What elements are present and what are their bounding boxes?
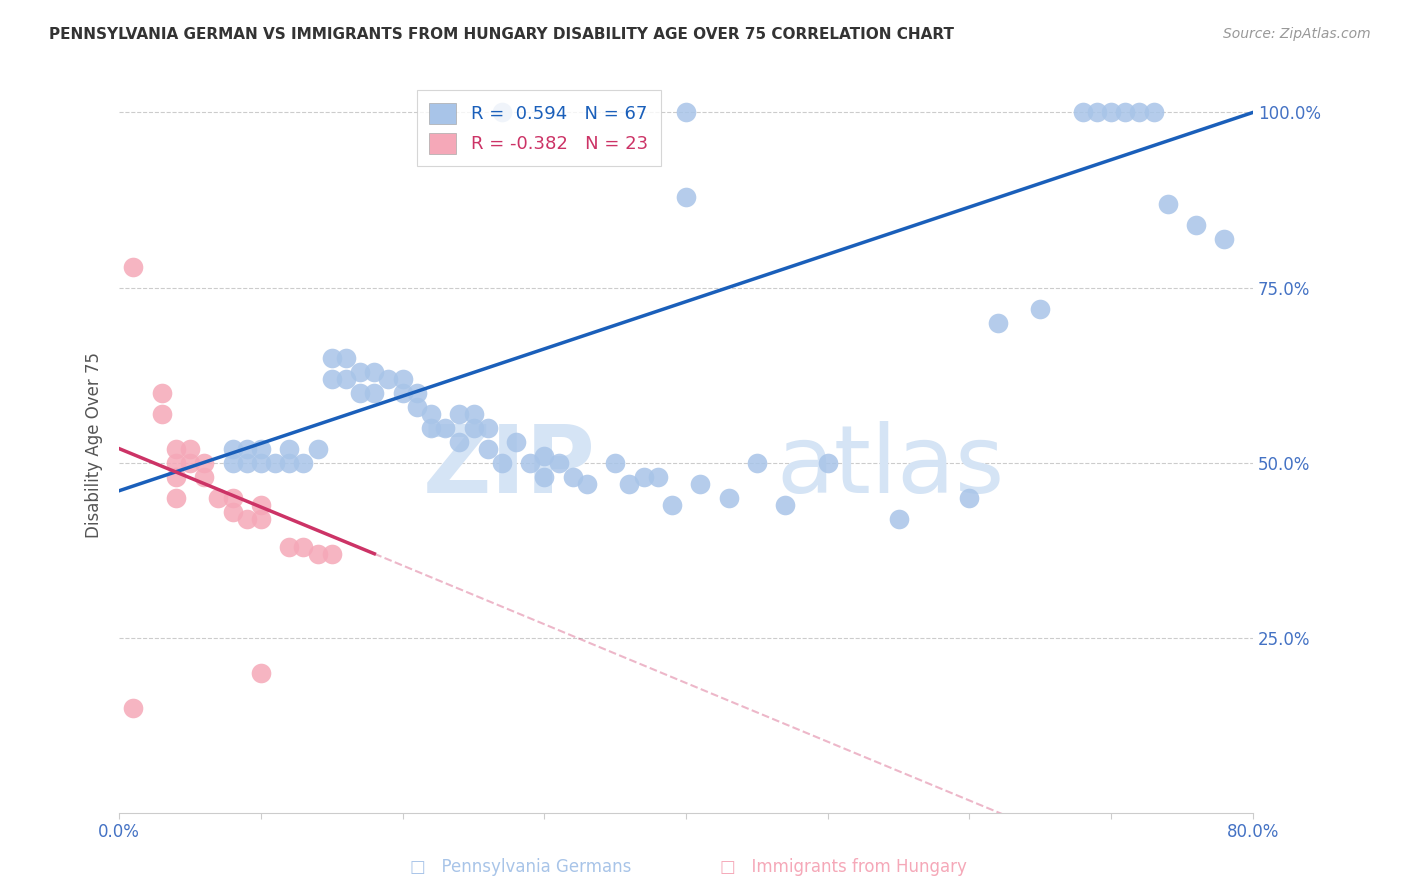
- Point: [717, 491, 740, 505]
- Point: [1157, 196, 1180, 211]
- Point: [221, 442, 243, 456]
- Point: [236, 512, 259, 526]
- Text: PENNSYLVANIA GERMAN VS IMMIGRANTS FROM HUNGARY DISABILITY AGE OVER 75 CORRELATIO: PENNSYLVANIA GERMAN VS IMMIGRANTS FROM H…: [49, 27, 955, 42]
- Point: [533, 449, 555, 463]
- Point: [236, 442, 259, 456]
- Point: [405, 385, 427, 400]
- Point: [605, 456, 627, 470]
- Point: [292, 456, 315, 470]
- Text: ZIP: ZIP: [422, 421, 595, 513]
- Point: [363, 365, 385, 379]
- Point: [335, 371, 357, 385]
- Point: [661, 498, 683, 512]
- Point: [391, 385, 413, 400]
- Point: [221, 491, 243, 505]
- Point: [987, 316, 1010, 330]
- Point: [773, 498, 796, 512]
- Point: [363, 385, 385, 400]
- Point: [477, 442, 499, 456]
- Point: [745, 456, 768, 470]
- Point: [675, 105, 697, 120]
- Point: [959, 491, 981, 505]
- Point: [122, 701, 145, 715]
- Text: □   Immigrants from Hungary: □ Immigrants from Hungary: [720, 858, 967, 876]
- Point: [1213, 231, 1236, 245]
- Point: [449, 434, 471, 449]
- Point: [477, 420, 499, 434]
- Point: [165, 442, 187, 456]
- Point: [633, 469, 655, 483]
- Legend: R =  0.594   N = 67, R = -0.382   N = 23: R = 0.594 N = 67, R = -0.382 N = 23: [416, 90, 661, 166]
- Point: [491, 456, 513, 470]
- Point: [449, 407, 471, 421]
- Point: [321, 547, 343, 561]
- Point: [575, 476, 598, 491]
- Y-axis label: Disability Age Over 75: Disability Age Over 75: [86, 352, 103, 538]
- Point: [547, 456, 569, 470]
- Point: [1099, 105, 1122, 120]
- Point: [349, 385, 371, 400]
- Point: [405, 400, 427, 414]
- Point: [1128, 105, 1150, 120]
- Point: [1071, 105, 1094, 120]
- Point: [250, 512, 273, 526]
- Point: [391, 371, 413, 385]
- Point: [463, 420, 485, 434]
- Point: [193, 469, 215, 483]
- Point: [292, 540, 315, 554]
- Point: [689, 476, 711, 491]
- Point: [264, 456, 287, 470]
- Point: [335, 351, 357, 365]
- Text: atlas: atlas: [776, 421, 1005, 513]
- Point: [250, 498, 273, 512]
- Point: [250, 456, 273, 470]
- Point: [179, 456, 201, 470]
- Point: [278, 442, 301, 456]
- Point: [1185, 218, 1208, 232]
- Point: [619, 476, 641, 491]
- Point: [250, 442, 273, 456]
- Point: [377, 371, 399, 385]
- Point: [221, 505, 243, 519]
- Point: [887, 512, 910, 526]
- Point: [250, 665, 273, 680]
- Point: [207, 491, 229, 505]
- Point: [221, 456, 243, 470]
- Point: [420, 420, 443, 434]
- Point: [1143, 105, 1166, 120]
- Point: [561, 469, 583, 483]
- Point: [463, 407, 485, 421]
- Point: [165, 491, 187, 505]
- Point: [505, 434, 527, 449]
- Point: [122, 260, 145, 274]
- Point: [1114, 105, 1136, 120]
- Point: [675, 189, 697, 203]
- Point: [321, 351, 343, 365]
- Point: [179, 442, 201, 456]
- Point: [278, 540, 301, 554]
- Point: [307, 547, 329, 561]
- Point: [420, 407, 443, 421]
- Text: □   Pennsylvania Germans: □ Pennsylvania Germans: [409, 858, 631, 876]
- Point: [307, 442, 329, 456]
- Point: [150, 385, 173, 400]
- Point: [165, 456, 187, 470]
- Point: [349, 365, 371, 379]
- Point: [1085, 105, 1108, 120]
- Point: [1029, 301, 1052, 316]
- Point: [165, 469, 187, 483]
- Point: [817, 456, 839, 470]
- Point: [647, 469, 669, 483]
- Point: [434, 420, 457, 434]
- Point: [321, 371, 343, 385]
- Point: [491, 105, 513, 120]
- Point: [150, 407, 173, 421]
- Point: [193, 456, 215, 470]
- Text: Source: ZipAtlas.com: Source: ZipAtlas.com: [1223, 27, 1371, 41]
- Point: [533, 469, 555, 483]
- Point: [278, 456, 301, 470]
- Point: [236, 456, 259, 470]
- Point: [519, 456, 541, 470]
